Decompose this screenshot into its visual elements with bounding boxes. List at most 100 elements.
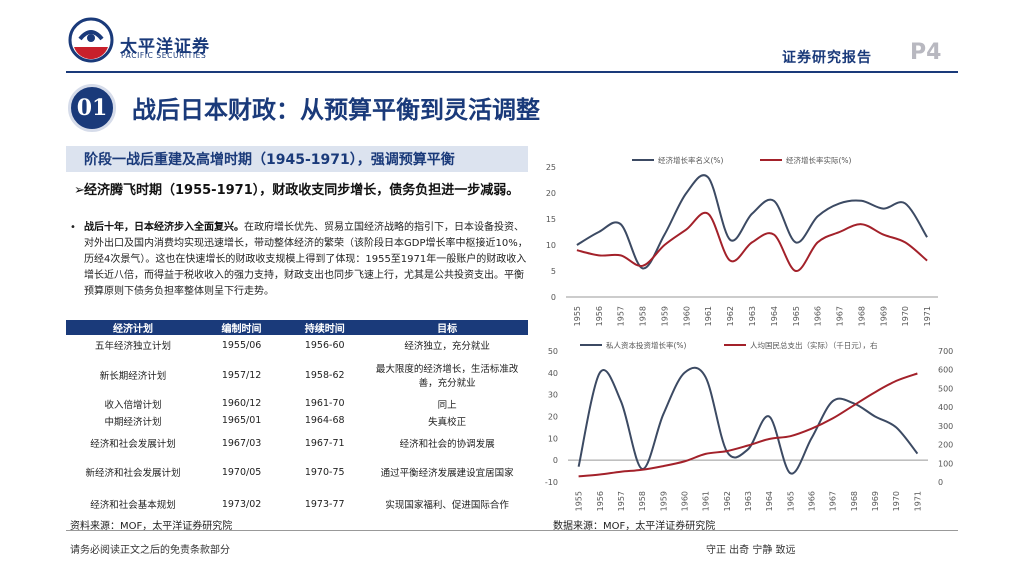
y-tick-label: 50 bbox=[548, 347, 558, 356]
legend-label: 经济增长率实际(%) bbox=[786, 155, 852, 165]
detail-body: 在政府增长优先、贸易立国经济战略的指引下，日本设备投资、对外出口及国内消费均实现… bbox=[84, 222, 528, 297]
x-tick-label: 1959 bbox=[659, 491, 668, 511]
table-cell: 1955/06 bbox=[221, 339, 262, 351]
stage-heading-bar bbox=[66, 146, 528, 172]
x-tick-label: 1956 bbox=[596, 491, 605, 511]
section-number-badge: 01 bbox=[68, 84, 116, 132]
x-tick-label: 1961 bbox=[704, 306, 713, 326]
table-cell: 经济和社会发展计划 bbox=[90, 439, 176, 450]
pacific-securities-logo-icon bbox=[68, 17, 114, 63]
series-line-2 bbox=[576, 211, 928, 272]
table-cell: 1973/02 bbox=[221, 498, 262, 510]
brand-name: 太平洋证券 bbox=[120, 37, 210, 57]
x-tick-label: 1964 bbox=[770, 306, 779, 326]
table-row: 经济和社会基本规划 1973/02 1973-77 实现国家福利、促进国际合作 bbox=[66, 487, 528, 521]
x-tick-label: 1955 bbox=[573, 306, 582, 326]
table-source-note: 资料来源：MOF，太平洋证券研究院 bbox=[70, 521, 233, 532]
growth-rate-chart: 0 5 10 15 20 25 1955 1956 1957 1958 1959 1960 1961 19… bbox=[546, 155, 938, 326]
x-tick-label: 1971 bbox=[923, 306, 932, 326]
x-tick-label: 1957 bbox=[617, 306, 626, 326]
y2-tick-label: 0 bbox=[938, 478, 943, 487]
table-cell: 经济独立，充分就业 bbox=[404, 341, 490, 352]
x-tick-label: 1960 bbox=[682, 306, 691, 326]
x-tick-label: 1966 bbox=[814, 306, 823, 326]
chart-source-note: 数据来源：MOF，太平洋证券研究院 bbox=[553, 521, 716, 532]
x-tick-label: 1963 bbox=[748, 306, 757, 326]
table-cell: 1973-77 bbox=[304, 498, 345, 510]
table-cell: 1958-62 bbox=[304, 369, 345, 381]
table-row: 收入倍增计划 1960/12 1961-70 同上 bbox=[66, 395, 528, 412]
table-cell: 1967-71 bbox=[304, 437, 345, 449]
key-point: ➢ 经济腾飞时期（1955-1971），财政收支同步增长，债务负担进一步减弱。 bbox=[74, 181, 534, 201]
y-tick-label: 10 bbox=[546, 241, 556, 250]
table-cell: 1957/12 bbox=[221, 369, 262, 381]
series-line-1 bbox=[576, 174, 928, 270]
arrow-bullet-icon: ➢ bbox=[74, 183, 85, 198]
table-cell: 1964-68 bbox=[304, 415, 345, 426]
table-cell: 新长期经济计划 bbox=[99, 371, 167, 382]
dot-bullet-icon: • bbox=[70, 222, 76, 233]
table-header-cell: 编制时间 bbox=[199, 320, 284, 335]
table-row: 新经济和社会发展计划 1970/05 1970-75 通过平衡经济发展建设宜居国… bbox=[66, 457, 528, 487]
y-tick-label: 0 bbox=[553, 456, 558, 465]
y-tick-label: 0 bbox=[551, 293, 556, 302]
x-tick-label: 1969 bbox=[879, 306, 888, 326]
y2-tick-label: 700 bbox=[938, 347, 953, 356]
table-cell: 1956-60 bbox=[304, 339, 345, 351]
y2-tick-label: 200 bbox=[938, 441, 953, 450]
table-header-cell: 经济计划 bbox=[66, 320, 200, 335]
stage-heading: 阶段一战后重建及高增时期（1945-1971），强调预算平衡 bbox=[84, 152, 455, 168]
x-tick-label: 1962 bbox=[726, 306, 735, 326]
table-row: 五年经济独立计划 1955/06 1956-60 经济独立，充分就业 bbox=[66, 335, 528, 355]
y2-tick-label: 300 bbox=[938, 422, 953, 431]
economic-plans-table: 经济计划 编制时间 持续时间 目标 五年经济独立计划 1955/06 1956-… bbox=[66, 320, 528, 521]
x-tick-label: 1970 bbox=[892, 491, 901, 511]
table-cell: 中期经济计划 bbox=[104, 416, 162, 428]
x-tick-label: 1960 bbox=[680, 491, 689, 511]
page-number: P4 bbox=[910, 40, 942, 65]
x-tick-label: 1969 bbox=[871, 491, 880, 511]
y2-tick-label: 400 bbox=[938, 403, 953, 412]
y-tick-label: 5 bbox=[551, 267, 556, 276]
y-tick-label: 10 bbox=[548, 434, 558, 443]
table-cell: 经济和社会基本规划 bbox=[90, 500, 176, 511]
table-cell: 收入倍增计划 bbox=[104, 399, 162, 411]
table-cell: 1961-70 bbox=[304, 398, 345, 409]
table-cell: 经济和社会的协调发展 bbox=[399, 439, 495, 450]
x-tick-label: 1967 bbox=[829, 491, 838, 511]
table-cell: 新经济和社会发展计划 bbox=[85, 468, 181, 479]
detail-lead: 战后十年，日本经济步入全面复兴。 bbox=[84, 222, 244, 233]
x-tick-label: 1967 bbox=[836, 306, 845, 326]
report-label: 证券研究报告 bbox=[782, 50, 872, 66]
x-tick-label: 1962 bbox=[723, 491, 732, 511]
x-tick-label: 1965 bbox=[792, 306, 801, 326]
investment-expenditure-chart: -100102030405001002003004005006007001955… bbox=[545, 340, 953, 511]
y2-tick-label: 600 bbox=[938, 366, 953, 375]
page-title: 战后日本财政：从预算平衡到灵活调整 bbox=[132, 96, 540, 124]
x-tick-label: 1956 bbox=[595, 306, 604, 326]
x-tick-label: 1958 bbox=[639, 306, 648, 326]
y2-tick-label: 100 bbox=[938, 459, 953, 468]
x-tick-label: 1968 bbox=[850, 491, 859, 511]
y-tick-label: 20 bbox=[546, 189, 556, 198]
y-tick-label: 25 bbox=[546, 163, 556, 172]
legend-label: 人均国民总支出（实际）（千日元），右 bbox=[750, 340, 878, 350]
y-tick-label: 40 bbox=[548, 369, 558, 378]
company-motto: 守正 出奇 宁静 致远 bbox=[706, 545, 796, 556]
table-header-row: 经济计划 编制时间 持续时间 目标 bbox=[66, 320, 528, 335]
x-tick-label: 1958 bbox=[638, 491, 647, 511]
series-line-2 bbox=[578, 372, 918, 478]
table-cell: 五年经济独立计划 bbox=[94, 341, 171, 352]
key-point-text: 经济腾飞时期（1955-1971），财政收支同步增长，债务负担进一步减弱。 bbox=[84, 183, 520, 198]
table-cell: 1970/05 bbox=[221, 466, 262, 478]
table-cell: 实现国家福利、促进国际合作 bbox=[385, 500, 509, 511]
table-header-cell: 目标 bbox=[366, 320, 528, 335]
x-tick-label: 1966 bbox=[808, 491, 817, 511]
disclaimer-note: 请务必阅读正文之后的免责条款部分 bbox=[70, 545, 230, 556]
table-cell: 1967/03 bbox=[221, 437, 262, 449]
detail-paragraph: • 战后十年，日本经济步入全面复兴。在政府增长优先、贸易立国经济战略的指引下，日… bbox=[70, 220, 528, 300]
x-tick-label: 1968 bbox=[857, 306, 866, 326]
x-tick-label: 1971 bbox=[913, 491, 922, 511]
x-tick-label: 1965 bbox=[786, 491, 795, 511]
table-row: 经济和社会发展计划 1967/03 1967-71 经济和社会的协调发展 bbox=[66, 429, 528, 457]
